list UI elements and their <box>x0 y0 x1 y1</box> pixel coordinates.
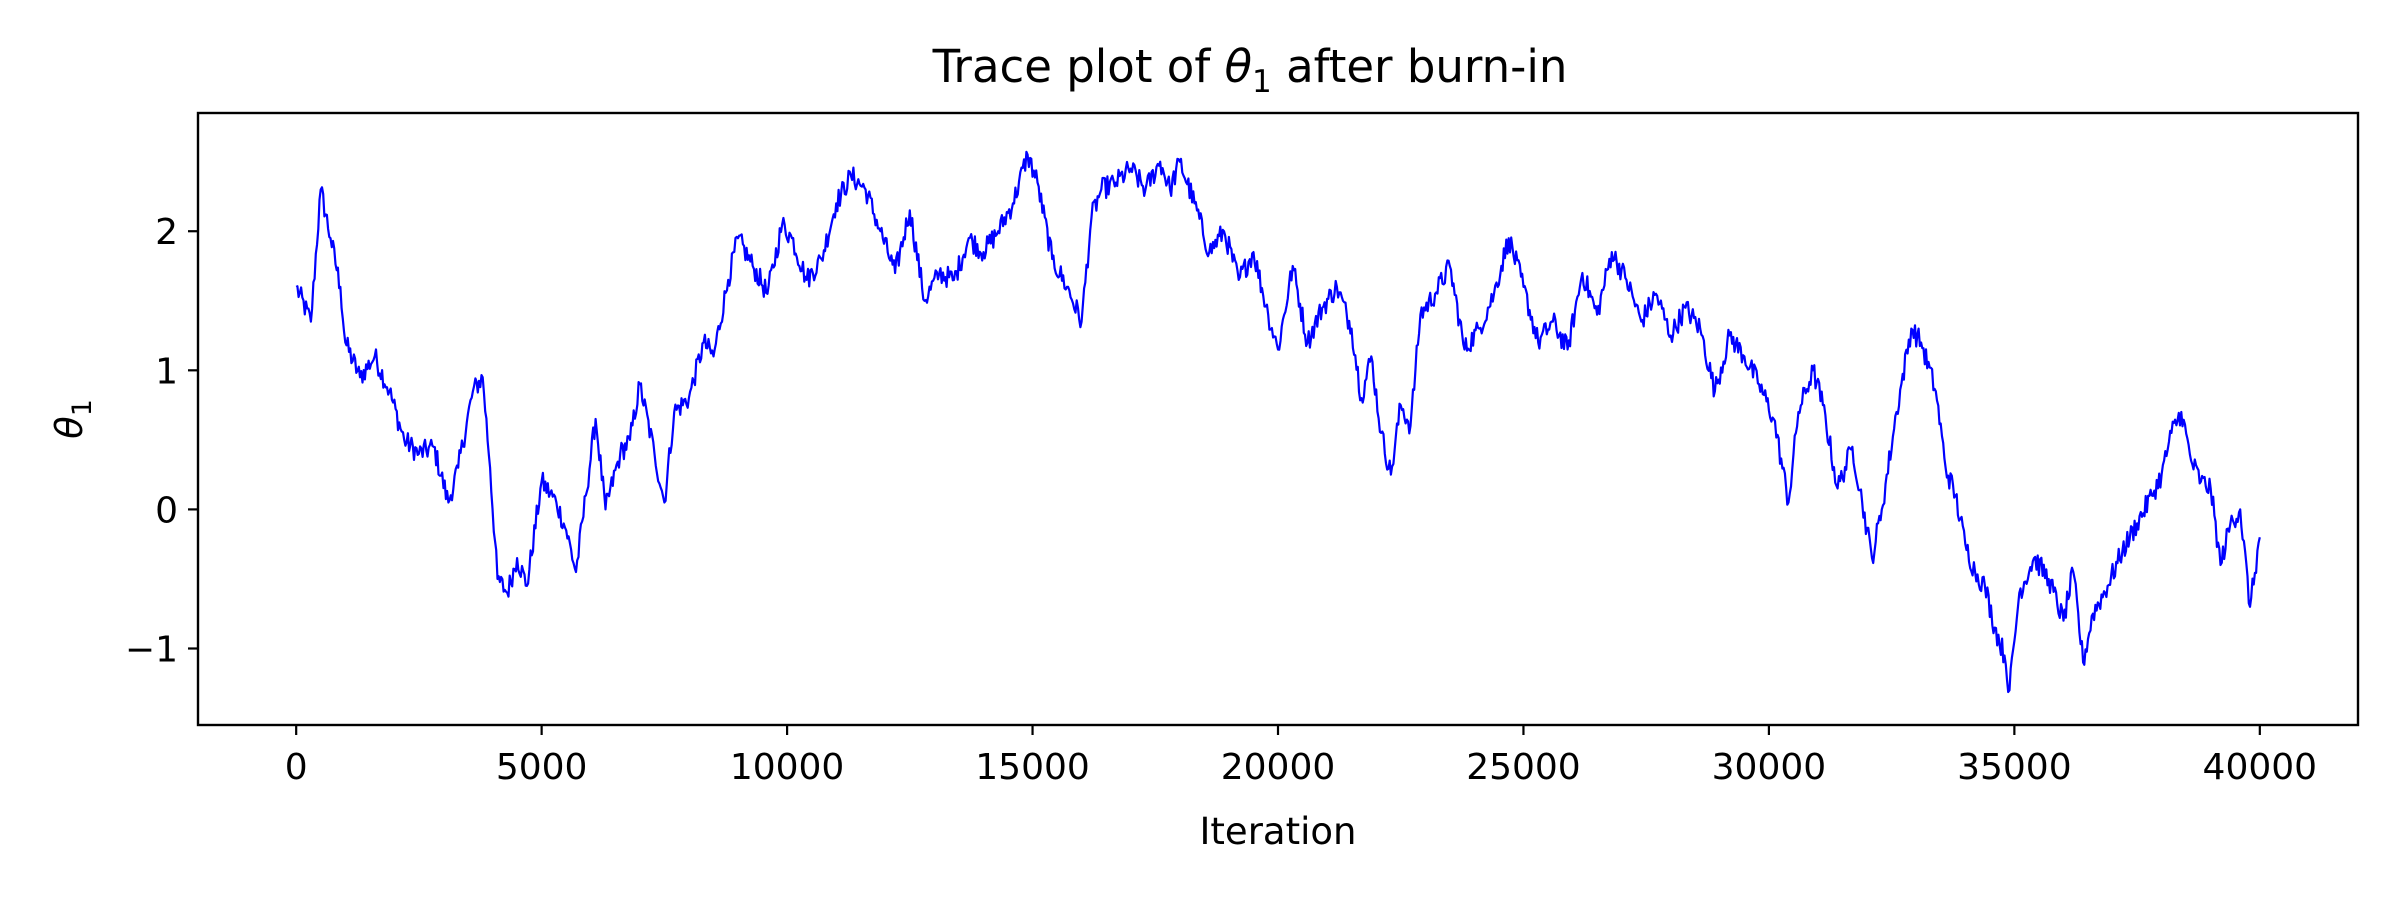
chart-title: Trace plot of θ1 after burn-in <box>932 40 1568 100</box>
y-tick-label: −1 <box>125 630 178 671</box>
x-tick-label: 0 <box>285 747 308 788</box>
plot-area <box>295 150 2261 694</box>
x-tick-label: 40000 <box>2203 747 2318 788</box>
x-tick-label: 30000 <box>1712 747 1827 788</box>
x-tick-label: 15000 <box>975 747 1090 788</box>
trace-line <box>295 150 2261 694</box>
x-axis: 0 5000 10000 15000 20000 25000 30000 35000 40000 <box>285 725 2317 788</box>
y-axis-label: θ1 <box>48 399 98 439</box>
x-tick-label: 10000 <box>730 747 845 788</box>
x-tick-label: 35000 <box>1957 747 2072 788</box>
y-axis: −1 0 1 2 <box>125 212 198 671</box>
x-tick-label: 20000 <box>1221 747 1336 788</box>
y-tick-label: 2 <box>155 212 178 253</box>
x-tick-label: 5000 <box>496 747 588 788</box>
y-tick-label: 0 <box>155 490 178 531</box>
x-tick-label: 25000 <box>1466 747 1581 788</box>
y-tick-label: 1 <box>155 351 178 392</box>
x-axis-label: Iteration <box>1200 810 1357 853</box>
